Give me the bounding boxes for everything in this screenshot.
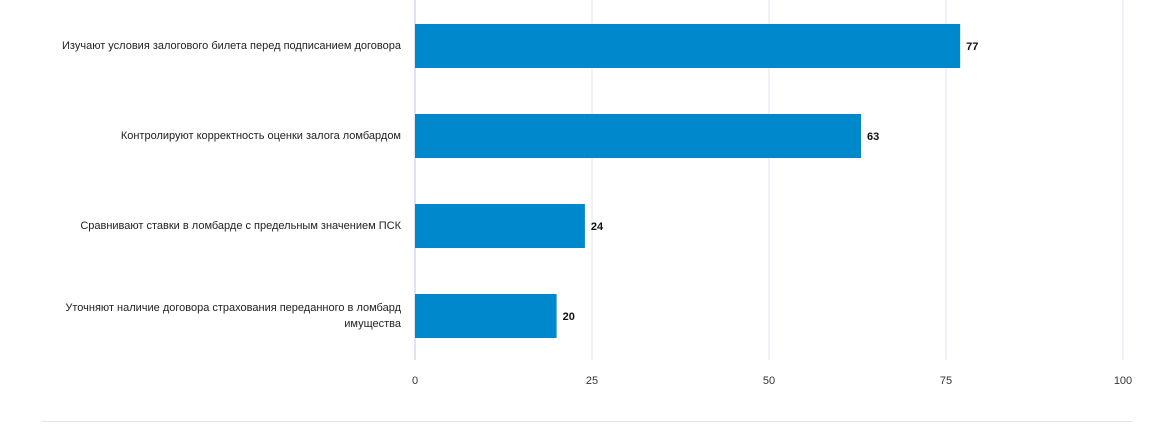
bar-0 xyxy=(415,24,961,68)
category-label-2: Сравнивают ставки в ломбарде с предельны… xyxy=(80,220,401,232)
x-tick-label-50: 50 xyxy=(763,375,775,387)
category-label-3: Уточняют наличие договора страхования пе… xyxy=(65,302,401,330)
data-label-1: 63 xyxy=(867,131,879,143)
data-label-2: 24 xyxy=(591,221,604,233)
data-label-3: 20 xyxy=(563,311,575,323)
x-tick-label-75: 75 xyxy=(940,375,952,387)
data-label-0: 77 xyxy=(966,41,978,53)
bottom-divider xyxy=(42,421,1132,422)
category-label-0: Изучают условия залогового билета перед … xyxy=(62,40,401,52)
bar-2 xyxy=(415,204,585,248)
x-tick-label-0: 0 xyxy=(412,375,418,387)
x-tick-label-25: 25 xyxy=(586,375,598,387)
category-label-1: Контролируют корректность оценки залога … xyxy=(120,130,401,142)
bar-1 xyxy=(415,114,862,158)
x-tick-label-100: 100 xyxy=(1114,375,1132,387)
bar-3 xyxy=(415,294,557,338)
